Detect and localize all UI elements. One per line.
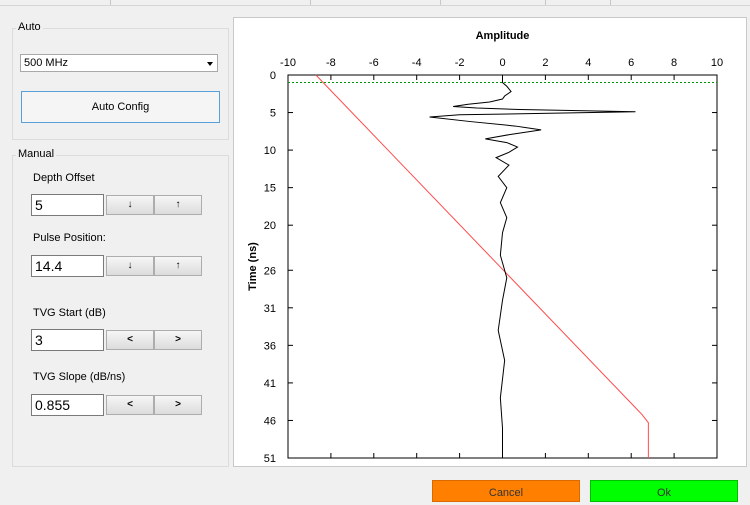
chevron-down-icon (207, 62, 213, 66)
pulse-position-down-button[interactable]: ↓ (106, 256, 154, 276)
x-tick-label: -4 (412, 57, 422, 69)
top-tab[interactable] (310, 0, 441, 5)
y-tick-label: 31 (264, 303, 276, 315)
tvg-slope-decrease-button[interactable]: < (106, 395, 154, 415)
pulse-position-up-button[interactable]: ↑ (154, 256, 202, 276)
top-tab[interactable] (0, 0, 111, 5)
top-tab-strip (0, 0, 750, 6)
x-tick-label: 6 (628, 57, 634, 69)
pulse-position-label: Pulse Position: (33, 232, 106, 244)
tvg-start-increase-button[interactable]: > (154, 330, 202, 350)
y-tick-label: 10 (264, 145, 276, 157)
cancel-button[interactable]: Cancel (432, 480, 580, 502)
y-tick-label: 20 (264, 220, 276, 232)
tvg-slope-label: TVG Slope (dB/ns) (33, 371, 126, 383)
top-tab[interactable] (440, 0, 546, 5)
auto-config-button[interactable]: Auto Config (21, 91, 220, 123)
y-tick-label: 36 (264, 340, 276, 352)
frequency-select-value: 500 MHz (24, 57, 69, 69)
depth-offset-label: Depth Offset (33, 172, 95, 184)
x-tick-label: 4 (585, 57, 591, 69)
y-axis-label: Time (ns) (247, 242, 259, 291)
x-tick-label: 2 (542, 57, 548, 69)
top-tab[interactable] (110, 0, 311, 5)
pulse-position-input[interactable]: 14.4 (31, 255, 104, 277)
x-tick-label: -10 (280, 57, 296, 69)
amplitude-chart-svg: Amplitude-10 -8 -6 -4 -2 0 2 4 6 8 100510152026313… (247, 30, 723, 465)
depth-offset-input[interactable]: 5 (31, 194, 104, 216)
chart-title: Amplitude (476, 30, 530, 42)
x-tick-label: -6 (369, 57, 379, 69)
x-tick-label: 10 (711, 57, 723, 69)
tvg-start-label: TVG Start (dB) (33, 307, 106, 319)
y-tick-label: 51 (264, 453, 276, 465)
y-tick-label: 46 (264, 415, 276, 427)
y-tick-label: 0 (270, 70, 276, 82)
x-tick-label: -8 (326, 57, 336, 69)
depth-offset-up-button[interactable]: ↑ (154, 195, 202, 215)
depth-offset-down-button[interactable]: ↓ (106, 195, 154, 215)
tvg-slope-input[interactable]: 0.855 (31, 394, 104, 416)
x-tick-label: 0 (499, 57, 505, 69)
amplitude-chart: Amplitude -10 -8 -6 -4 -2 0 2 4 6 8 10 0 5 10 15 20 26 31 3… (233, 17, 747, 467)
tvg-start-input[interactable]: 3 (31, 329, 104, 351)
x-tick-label: 8 (671, 57, 677, 69)
amplitude-trace-line (429, 75, 636, 458)
y-tick-label: 5 (270, 108, 276, 120)
top-tab[interactable] (545, 0, 611, 5)
y-tick-label: 41 (264, 378, 276, 390)
plot-frame (287, 74, 718, 459)
tvg-curve-line (315, 74, 649, 458)
manual-group-title: Manual (16, 148, 57, 160)
tvg-slope-increase-button[interactable]: > (154, 395, 202, 415)
tvg-start-decrease-button[interactable]: < (106, 330, 154, 350)
y-tick-label: 15 (264, 183, 276, 195)
y-tick-label: 26 (264, 265, 276, 277)
frequency-select[interactable]: 500 MHz (20, 54, 218, 72)
auto-group (12, 28, 229, 140)
auto-group-title: Auto (16, 21, 43, 33)
ok-button[interactable]: Ok (590, 480, 738, 502)
x-tick-label: -2 (455, 57, 465, 69)
